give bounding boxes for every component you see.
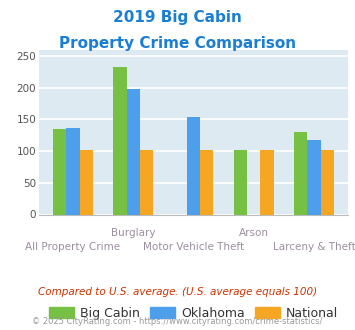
Bar [113, 67, 127, 214]
Text: Property Crime Comparison: Property Crime Comparison [59, 36, 296, 51]
Bar [66, 128, 80, 214]
Text: Compared to U.S. average. (U.S. average equals 100): Compared to U.S. average. (U.S. average … [38, 287, 317, 297]
Text: Arson: Arson [239, 228, 269, 238]
Bar [53, 129, 66, 214]
Bar [187, 117, 200, 214]
Bar [234, 150, 247, 214]
Bar [80, 150, 93, 214]
Bar [294, 132, 307, 214]
Legend: Big Cabin, Oklahoma, National: Big Cabin, Oklahoma, National [49, 307, 338, 319]
Bar [321, 150, 334, 214]
Bar [127, 89, 140, 214]
Text: © 2025 CityRating.com - https://www.cityrating.com/crime-statistics/: © 2025 CityRating.com - https://www.city… [32, 317, 323, 326]
Text: All Property Crime: All Property Crime [26, 242, 121, 252]
Bar [200, 150, 213, 214]
Bar [307, 140, 321, 214]
Text: 2019 Big Cabin: 2019 Big Cabin [113, 10, 242, 25]
Bar [260, 150, 274, 214]
Text: Motor Vehicle Theft: Motor Vehicle Theft [143, 242, 244, 252]
Text: Larceny & Theft: Larceny & Theft [273, 242, 355, 252]
Bar [140, 150, 153, 214]
Text: Burglary: Burglary [111, 228, 155, 238]
